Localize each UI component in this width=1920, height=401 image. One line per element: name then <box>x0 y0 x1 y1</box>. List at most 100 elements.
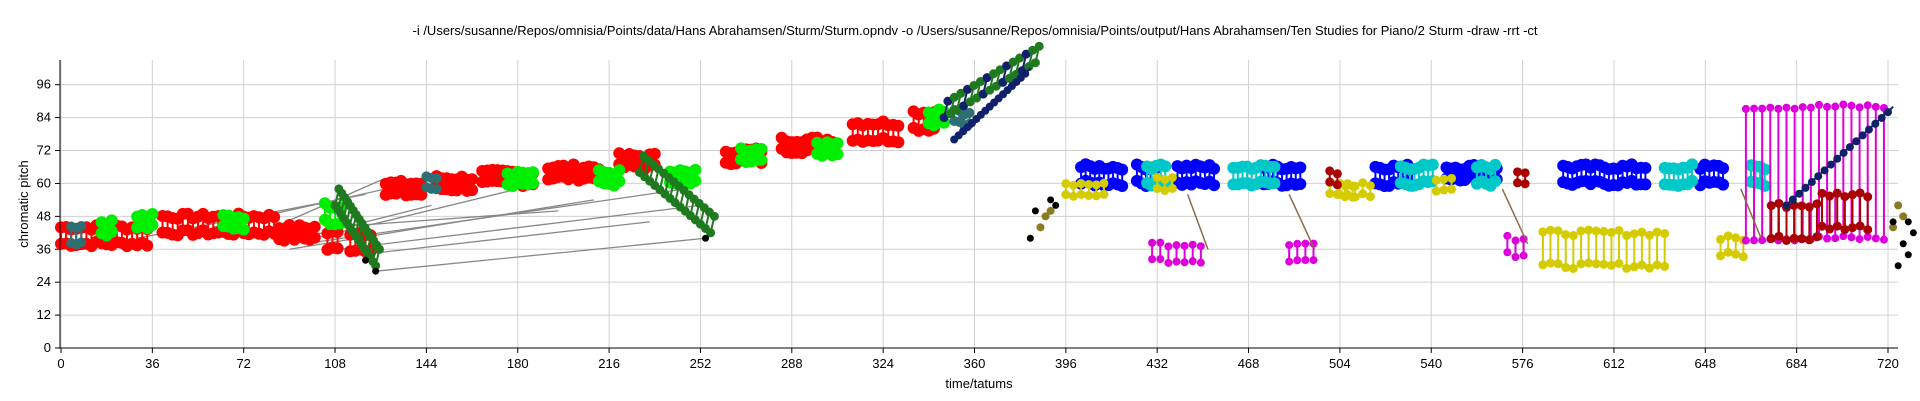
dark-green-point <box>985 85 995 95</box>
yellow-point <box>1606 260 1616 270</box>
yellow-point <box>1591 226 1601 236</box>
dark-green-point <box>949 92 959 102</box>
yellow-point <box>1561 263 1571 273</box>
yellow-point <box>1350 181 1360 191</box>
magenta-point <box>1831 102 1840 111</box>
y-tick-label: 36 <box>37 241 51 256</box>
dark-red-point <box>1825 224 1835 234</box>
green-block <box>131 207 159 235</box>
black-point <box>1904 251 1912 259</box>
dark-red-point <box>1520 179 1530 189</box>
x-tick-label: 288 <box>781 356 803 371</box>
dark-red-point <box>1855 221 1865 231</box>
yellow-point <box>1061 179 1071 189</box>
green-point <box>237 212 250 225</box>
yellow-point <box>1561 230 1571 240</box>
yellow-point <box>1644 230 1654 240</box>
magenta-point <box>1847 233 1856 242</box>
dark-green-point <box>1002 61 1012 71</box>
yellow-point <box>1652 227 1662 237</box>
yellow-point <box>1576 259 1586 269</box>
dark-green-point <box>952 105 962 115</box>
red-block <box>846 115 905 149</box>
dark-red-point <box>1847 190 1857 200</box>
blue-point <box>1208 179 1221 192</box>
yellow-point <box>1160 175 1170 185</box>
magenta-point <box>1511 252 1520 261</box>
magenta-point <box>1301 256 1310 265</box>
yellow-point <box>1343 179 1353 189</box>
red-point <box>308 220 321 233</box>
brown-connector <box>1288 194 1316 250</box>
red-point <box>466 184 479 197</box>
olive-point <box>1041 212 1050 221</box>
green-block <box>811 136 844 162</box>
yellow-point <box>1358 178 1368 188</box>
green-point <box>831 148 844 161</box>
magenta-point <box>1285 241 1294 250</box>
yellow-point <box>1637 227 1647 237</box>
dark-green-point <box>1008 57 1018 67</box>
dark-red-point <box>1782 235 1791 245</box>
yellow-point <box>1325 189 1335 199</box>
magenta-point <box>1766 103 1775 112</box>
x-tick-label: 612 <box>1603 356 1625 371</box>
x-tick-label: 576 <box>1512 356 1534 371</box>
dark-green-point <box>1004 73 1014 83</box>
cyan-point <box>1426 158 1439 171</box>
dark-red-point <box>1774 231 1784 241</box>
magenta-point <box>1148 255 1157 264</box>
teal-point <box>76 237 87 248</box>
green-point <box>526 177 539 190</box>
yellow-point <box>1584 258 1594 268</box>
x-tick-label: 648 <box>1694 356 1716 371</box>
green-point <box>689 163 702 176</box>
cyan-point <box>1489 175 1502 188</box>
dark-red-point <box>1520 168 1530 178</box>
magenta-point <box>1741 236 1750 245</box>
olive-point <box>1889 223 1898 232</box>
yellow-point <box>1084 179 1094 189</box>
magenta-point <box>1148 238 1157 247</box>
chart-title: -i /Users/susanne/Repos/omnisia/Points/d… <box>412 23 1537 38</box>
dark-red-block <box>1325 166 1342 190</box>
dark-green-point <box>1024 62 1034 72</box>
magenta-point <box>1750 104 1759 113</box>
yellow-point <box>1076 189 1086 199</box>
dark-green-point <box>1034 41 1044 51</box>
yellow-point <box>1546 225 1556 235</box>
y-tick-label: 60 <box>37 175 51 190</box>
yellow-point <box>1614 226 1624 236</box>
brown-connector <box>1186 194 1209 250</box>
yellow-point <box>1091 191 1101 201</box>
cyan-point <box>1758 163 1771 176</box>
green-point <box>831 137 844 150</box>
dark-red-point <box>1817 221 1827 231</box>
x-tick-label: 540 <box>1420 356 1442 371</box>
magenta-point <box>1511 236 1520 245</box>
dark-green-point <box>959 101 969 111</box>
y-tick-label: 84 <box>37 110 51 125</box>
yellow-point <box>1365 192 1375 202</box>
magenta-point <box>1503 248 1512 257</box>
yellow-point <box>1660 229 1670 239</box>
dark-red-block <box>1817 188 1873 235</box>
cyan-point <box>1686 158 1699 171</box>
dark-green-point <box>965 97 975 107</box>
magenta-point <box>1814 100 1823 109</box>
plot-marks <box>55 41 1917 275</box>
yellow-point <box>1716 251 1726 261</box>
green-point <box>689 174 702 187</box>
dark-red-block <box>1513 167 1530 189</box>
yellow-point <box>1084 190 1094 200</box>
black-point <box>1031 207 1039 215</box>
x-tick-label: 144 <box>416 356 438 371</box>
dark-red-point <box>1332 180 1342 190</box>
magenta-point <box>1839 232 1848 241</box>
blue-block <box>1694 158 1730 192</box>
magenta-point <box>1855 103 1864 112</box>
magenta-point <box>1309 256 1318 265</box>
dark-red-point <box>1832 221 1842 231</box>
dark-green-point <box>946 109 956 119</box>
dark-green-point <box>943 96 953 106</box>
